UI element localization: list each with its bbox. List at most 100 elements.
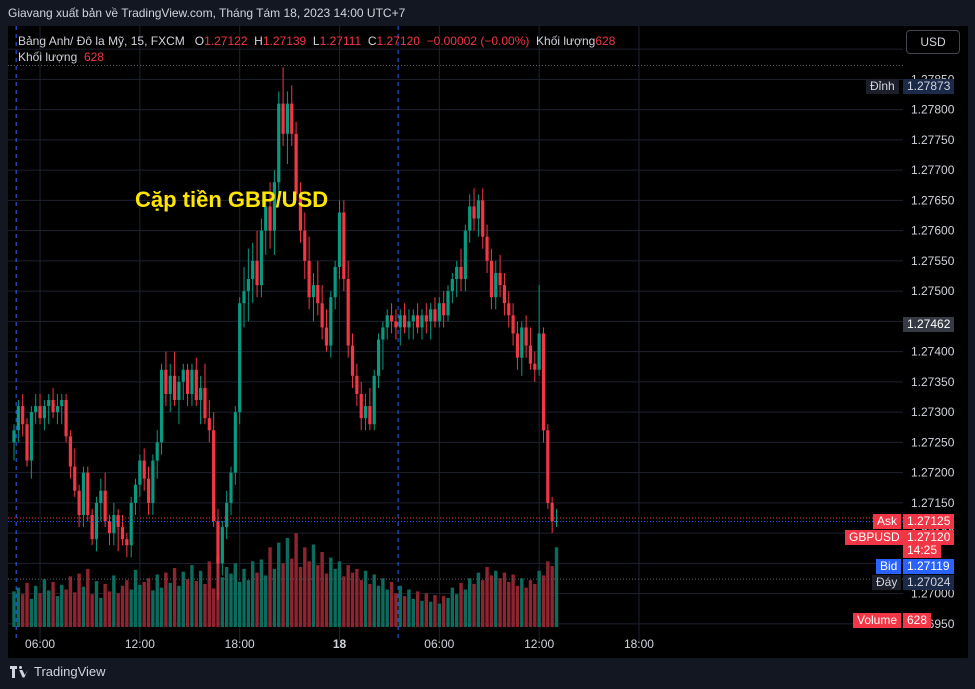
x-tick-label: 18 xyxy=(332,637,347,651)
volume-bar xyxy=(159,587,164,627)
candle-body xyxy=(294,133,298,195)
volume-bar xyxy=(342,576,346,627)
volume-bar xyxy=(47,590,51,627)
candle-body xyxy=(229,472,233,503)
candle-body xyxy=(403,315,407,328)
volume-bar xyxy=(68,576,73,627)
candle-body xyxy=(411,315,415,322)
candle-body xyxy=(494,272,498,298)
countdown-tag: 14:25 xyxy=(903,543,942,558)
candle-body xyxy=(303,230,307,261)
candle-body xyxy=(199,387,203,401)
volume-bar xyxy=(272,568,277,627)
y-tick-label: 1.27250 xyxy=(911,435,955,449)
candle-body xyxy=(125,539,129,546)
volume-bar xyxy=(116,593,120,627)
footer-brand[interactable]: TradingView xyxy=(34,664,106,679)
candle-body xyxy=(73,466,77,491)
candle-body xyxy=(307,260,311,298)
x-tick-label: 12:00 xyxy=(124,637,155,651)
volume-bar xyxy=(520,578,524,627)
candle-body xyxy=(541,333,546,431)
candle-body xyxy=(138,460,142,485)
volume-legend-label: Khối lượng xyxy=(536,34,596,48)
candle-body xyxy=(420,315,424,328)
currency-button[interactable]: USD xyxy=(906,30,960,54)
volume-bar xyxy=(155,574,159,627)
volume-study-legend[interactable]: Khối lượng 628 xyxy=(18,50,104,64)
volume-bar xyxy=(541,575,546,627)
close-label: C xyxy=(367,34,377,48)
candle-body xyxy=(133,484,138,503)
candle-body xyxy=(455,266,459,280)
candle-body xyxy=(255,260,259,286)
volume-bar xyxy=(77,573,81,627)
volume-bar xyxy=(389,582,394,627)
volume-bar xyxy=(459,582,463,627)
y-tick-label: 1.27300 xyxy=(911,405,955,419)
low-tag-value: 1.27024 xyxy=(903,575,955,590)
candle-body xyxy=(498,272,502,286)
candle-body xyxy=(21,406,25,425)
candle-body xyxy=(446,291,450,316)
candle-body xyxy=(246,279,250,292)
candle-body xyxy=(51,400,55,413)
candle-body xyxy=(155,442,159,461)
high-value: 1.27139 xyxy=(262,34,307,48)
candle-body xyxy=(429,309,433,322)
volume-bar xyxy=(515,585,520,627)
symbol-name[interactable]: Bảng Anh/ Đô la Mỹ, 15, FXCM xyxy=(18,34,185,48)
candle-body xyxy=(372,375,376,425)
volume-bar xyxy=(164,572,168,627)
volume-bar xyxy=(277,542,281,627)
candle-body xyxy=(398,315,402,328)
volume-bar xyxy=(428,601,433,627)
candle-body xyxy=(34,406,38,413)
y-tick-label: 1.27650 xyxy=(911,193,955,207)
candle-body xyxy=(281,103,285,134)
volume-bar xyxy=(103,583,107,627)
volume-bar xyxy=(264,575,268,627)
candle-body xyxy=(485,236,489,261)
tradingview-logo-icon xyxy=(10,665,28,678)
candle-body xyxy=(346,279,350,346)
volume-bar xyxy=(350,572,355,627)
high-tag-value: 1.27873 xyxy=(903,79,955,94)
candle-body xyxy=(472,206,476,219)
candlestick-chart[interactable]: 1.279001.278501.278001.277501.277001.276… xyxy=(8,26,968,658)
candle-body xyxy=(172,375,177,401)
volume-bar xyxy=(372,574,376,627)
change-value: −0.00002 (−0.00%) xyxy=(426,34,530,48)
volume-bar xyxy=(129,589,133,627)
volume-bar xyxy=(476,572,481,627)
candle-body xyxy=(298,194,303,231)
volume-bar xyxy=(38,593,42,627)
candle-body xyxy=(159,369,164,443)
volume-bar xyxy=(185,579,190,627)
volume-bar xyxy=(211,588,216,627)
candle-body xyxy=(381,327,385,340)
candle-body xyxy=(368,406,372,425)
ask-tag-value: 1.27125 xyxy=(903,514,955,529)
volume-bar xyxy=(329,557,333,627)
symbol-tag-label: GBPUSD xyxy=(845,530,904,545)
volume-bar xyxy=(86,568,90,627)
volume-bar xyxy=(324,573,329,627)
candle-body xyxy=(212,430,216,522)
candle-body xyxy=(146,478,151,503)
candle-body xyxy=(207,418,211,431)
chart-panel[interactable]: 1.279001.278501.278001.277501.277001.276… xyxy=(8,26,968,658)
volume-bar xyxy=(368,583,372,627)
candle-body xyxy=(164,369,168,394)
candle-body xyxy=(25,424,29,461)
candle-body xyxy=(311,285,316,298)
candle-body xyxy=(203,387,207,419)
candle-body xyxy=(424,315,428,322)
candle-body xyxy=(511,315,515,334)
candle-body xyxy=(515,333,520,358)
candle-body xyxy=(47,400,51,407)
candle-body xyxy=(168,375,172,394)
volume-bar xyxy=(255,572,259,627)
volume-bar xyxy=(172,567,177,627)
volume-bar xyxy=(120,585,125,627)
